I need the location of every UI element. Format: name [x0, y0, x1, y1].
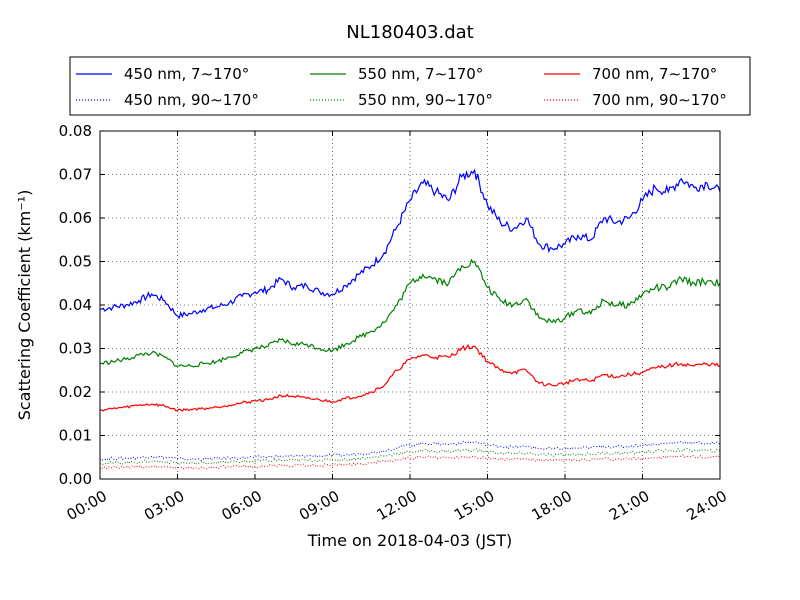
x-tick-label: 06:00 [219, 487, 265, 524]
y-tick-label: 0.01 [59, 427, 92, 445]
y-tick-label: 0.08 [59, 122, 92, 140]
series-line [99, 440, 721, 462]
series-lines [99, 168, 721, 471]
x-tick-label: 18:00 [529, 487, 575, 524]
x-tick-label: 24:00 [684, 487, 730, 524]
legend: 450 nm, 7∼170° 550 nm, 7∼170° 700 nm, 7∼17… [69, 56, 751, 116]
y-tick-label: 0.00 [59, 470, 92, 488]
y-axis-label: Scattering Coefficient (km⁻¹) [15, 190, 34, 421]
x-tick-label: 15:00 [451, 487, 497, 524]
y-tick-label: 0.04 [59, 296, 92, 314]
legend-label: 450 nm, 7∼170° [124, 65, 249, 83]
legend-label: 550 nm, 90∼170° [358, 91, 493, 109]
series-line [99, 168, 721, 320]
x-axis-label: Time on 2018-04-03 (JST) [307, 531, 512, 550]
legend-box [69, 56, 751, 116]
x-tick-label: 21:00 [606, 487, 652, 524]
x-tick-label: 09:00 [296, 487, 342, 524]
legend-label: 700 nm, 7∼170° [592, 65, 717, 83]
legend-label: 700 nm, 90∼170° [592, 91, 727, 109]
y-tick-label: 0.02 [59, 383, 92, 401]
y-tick-label: 0.07 [59, 166, 92, 184]
chart-title: NL180403.dat [346, 22, 473, 43]
series-line [99, 258, 721, 368]
series-line [99, 343, 721, 412]
x-tick-label: 03:00 [141, 487, 187, 524]
x-tick-label: 12:00 [374, 487, 420, 524]
legend-label: 550 nm, 7∼170° [358, 65, 483, 83]
y-axis-ticks: 0.00 0.01 0.02 0.03 0.04 0.05 0.06 0.07 0.08 [59, 122, 720, 488]
legend-label: 450 nm, 90∼170° [124, 91, 259, 109]
x-tick-label: 00:00 [64, 487, 110, 524]
y-tick-label: 0.06 [59, 209, 92, 227]
plot-area: 0.00 0.01 0.02 0.03 0.04 0.05 0.06 0.07 0.08 00:… [59, 122, 730, 524]
series-line [99, 447, 721, 466]
y-tick-label: 0.03 [59, 340, 92, 358]
y-tick-label: 0.05 [59, 253, 92, 271]
